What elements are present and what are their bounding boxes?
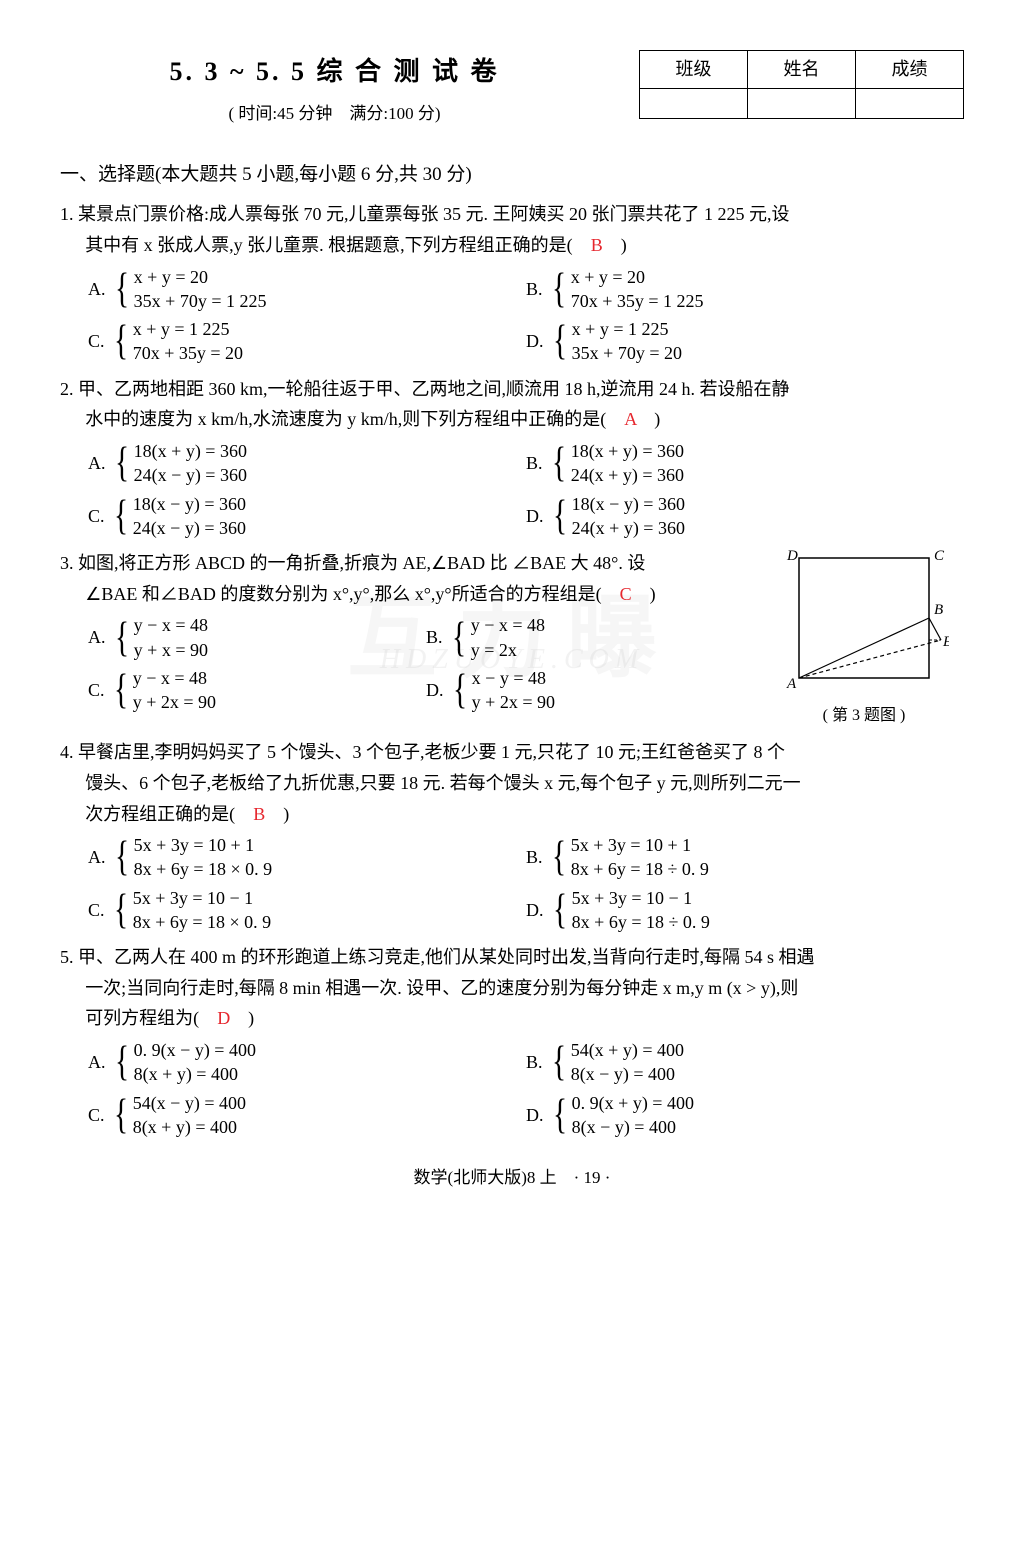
q3-figure-caption: ( 第 3 题图 ) (764, 702, 964, 729)
q5-line2: 一次;当同向行走时,每隔 8 min 相遇一次. 设甲、乙的速度分别为每分钟走 … (60, 973, 964, 1004)
q2-option-a[interactable]: A.{18(x + y) = 36024(x − y) = 360 (88, 439, 526, 488)
q1-line2: 其中有 x 张成人票,y 张儿童票. 根据题意,下列方程组正确的是( (85, 235, 591, 255)
q1-option-c[interactable]: C.{x + y = 1 22570x + 35y = 20 (88, 317, 526, 366)
q3-answer: C (620, 584, 632, 604)
q2-line1: 2. 甲、乙两地相距 360 km,一轮船往返于甲、乙两地之间,顺流用 18 h… (60, 374, 964, 405)
q2-option-c[interactable]: C.{18(x − y) = 36024(x − y) = 360 (88, 492, 526, 541)
q4-answer: B (253, 804, 265, 824)
info-class-value[interactable] (640, 88, 748, 118)
q5-option-d[interactable]: D.{0. 9(x + y) = 4008(x − y) = 400 (526, 1091, 964, 1140)
svg-text:E: E (942, 634, 949, 650)
info-score-value[interactable] (856, 88, 964, 118)
header: 5. 3 ~ 5. 5 综 合 测 试 卷 ( 时间:45 分钟 满分:100 … (60, 50, 964, 129)
q4-option-b[interactable]: B.{5x + 3y = 10 + 18x + 6y = 18 ÷ 0. 9 (526, 833, 964, 882)
q2-option-b[interactable]: B.{18(x + y) = 36024(x + y) = 360 (526, 439, 964, 488)
q2-line2: 水中的速度为 x km/h,水流速度为 y km/h,则下列方程组中正确的是( (85, 409, 624, 429)
svg-text:C: C (934, 548, 945, 564)
q5-option-b[interactable]: B.{54(x + y) = 4008(x − y) = 400 (526, 1038, 964, 1087)
q1-option-a[interactable]: A.{x + y = 2035x + 70y = 1 225 (88, 265, 526, 314)
q3-option-a[interactable]: A.{y − x = 48y + x = 90 (88, 613, 426, 662)
page-footer: 数学(北师大版)8 上 · 19 · (60, 1164, 964, 1193)
q1-line1: 1. 某景点门票价格:成人票每张 70 元,儿童票每张 35 元. 王阿姨买 2… (60, 199, 964, 230)
q5-line1: 5. 甲、乙两人在 400 m 的环形跑道上练习竞走,他们从某处同时出发,当背向… (60, 942, 964, 973)
q3-line1: 3. 如图,将正方形 ABCD 的一角折叠,折痕为 AE,∠BAD 比 ∠BAE… (60, 553, 645, 573)
question-5: 5. 甲、乙两人在 400 m 的环形跑道上练习竞走,他们从某处同时出发,当背向… (60, 942, 964, 1139)
q3-figure: A B C D E ( 第 3 题图 ) (764, 548, 964, 729)
q1-option-d[interactable]: D.{x + y = 1 22535x + 70y = 20 (526, 317, 964, 366)
svg-text:B: B (934, 602, 943, 618)
question-4: 4. 早餐店里,李明妈妈买了 5 个馒头、3 个包子,老板少要 1 元,只花了 … (60, 737, 964, 934)
q4-option-a[interactable]: A.{5x + 3y = 10 + 18x + 6y = 18 × 0. 9 (88, 833, 526, 882)
question-1: 1. 某景点门票价格:成人票每张 70 元,儿童票每张 35 元. 王阿姨买 2… (60, 199, 964, 365)
q3-option-c[interactable]: C.{y − x = 48y + 2x = 90 (88, 666, 426, 715)
info-name-value[interactable] (748, 88, 856, 118)
q5-answer: D (217, 1008, 230, 1028)
q1-line2b: ) (603, 235, 627, 255)
q4-option-c[interactable]: C.{5x + 3y = 10 − 18x + 6y = 18 × 0. 9 (88, 886, 526, 935)
title-block: 5. 3 ~ 5. 5 综 合 测 试 卷 ( 时间:45 分钟 满分:100 … (60, 50, 609, 129)
info-class-label: 班级 (640, 51, 748, 89)
q3-line2: ∠BAE 和∠BAD 的度数分别为 x°,y°,那么 x°,y°所适合的方程组是… (85, 584, 619, 604)
question-2: 2. 甲、乙两地相距 360 km,一轮船往返于甲、乙两地之间,顺流用 18 h… (60, 374, 964, 540)
q3-option-b[interactable]: B.{y − x = 48y = 2x (426, 613, 764, 662)
q2-option-d[interactable]: D.{18(x − y) = 36024(x + y) = 360 (526, 492, 964, 541)
info-table: 班级 姓名 成绩 (639, 50, 964, 119)
q4-line3: 次方程组正确的是( (85, 804, 253, 824)
q1-option-b[interactable]: B.{x + y = 2070x + 35y = 1 225 (526, 265, 964, 314)
q2-answer: A (624, 409, 636, 429)
square-fold-diagram: A B C D E (779, 548, 949, 698)
q4-line1: 4. 早餐店里,李明妈妈买了 5 个馒头、3 个包子,老板少要 1 元,只花了 … (60, 737, 964, 768)
svg-text:D: D (786, 548, 798, 564)
subtitle: ( 时间:45 分钟 满分:100 分) (60, 100, 609, 129)
q3-option-d[interactable]: D.{x − y = 48y + 2x = 90 (426, 666, 764, 715)
question-3: 互力曝 HDZUOYE.COM 3. 如图,将正方形 ABCD 的一角折叠,折痕… (60, 548, 964, 729)
info-score-label: 成绩 (856, 51, 964, 89)
section-1-title: 一、选择题(本大题共 5 小题,每小题 6 分,共 30 分) (60, 159, 964, 191)
info-name-label: 姓名 (748, 51, 856, 89)
q1-answer: B (591, 235, 603, 255)
q4-option-d[interactable]: D.{5x + 3y = 10 − 18x + 6y = 18 ÷ 0. 9 (526, 886, 964, 935)
q4-line2: 馒头、6 个包子,老板给了九折优惠,只要 18 元. 若每个馒头 x 元,每个包… (60, 768, 964, 799)
q5-line3: 可列方程组为( (85, 1008, 217, 1028)
main-title: 5. 3 ~ 5. 5 综 合 测 试 卷 (60, 50, 609, 94)
q5-option-c[interactable]: C.{54(x − y) = 4008(x + y) = 400 (88, 1091, 526, 1140)
q5-option-a[interactable]: A.{0. 9(x − y) = 4008(x + y) = 400 (88, 1038, 526, 1087)
svg-text:A: A (786, 676, 797, 692)
